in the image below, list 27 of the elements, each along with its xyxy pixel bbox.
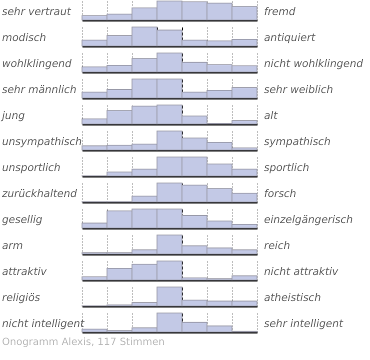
text: unsympathisch [2, 136, 82, 148]
text: jung [0, 110, 26, 122]
text: arm [2, 240, 23, 252]
text: reich [264, 240, 290, 252]
text: sehr weiblich [264, 84, 334, 96]
text: nicht wohlklingend [264, 58, 364, 70]
text: modisch [2, 32, 46, 44]
text: nicht attraktiv [264, 266, 339, 278]
text: sehr intelligent [264, 318, 344, 330]
text: attraktiv [2, 266, 48, 278]
text: unsportlich [2, 162, 61, 174]
text: religiös [2, 292, 41, 304]
text: forsch [264, 188, 296, 200]
text: alt [264, 110, 278, 122]
text: sehr männlich [2, 84, 76, 96]
text: sportlich [264, 162, 310, 174]
text: Onogramm Alexis, 117 Stimmen [2, 337, 165, 348]
text: antiquiert [264, 32, 316, 44]
text: wohlklingend [2, 58, 72, 70]
text: einzelgängerisch [264, 214, 353, 226]
text: zurückhaltend [1, 188, 78, 200]
text: sympathisch [264, 136, 331, 148]
text: sehr vertraut [2, 6, 72, 18]
text: fremd [264, 6, 296, 18]
text: atheistisch [264, 292, 321, 304]
text: gesellig [2, 214, 43, 226]
annotation: nicht intelligent [2, 318, 86, 330]
